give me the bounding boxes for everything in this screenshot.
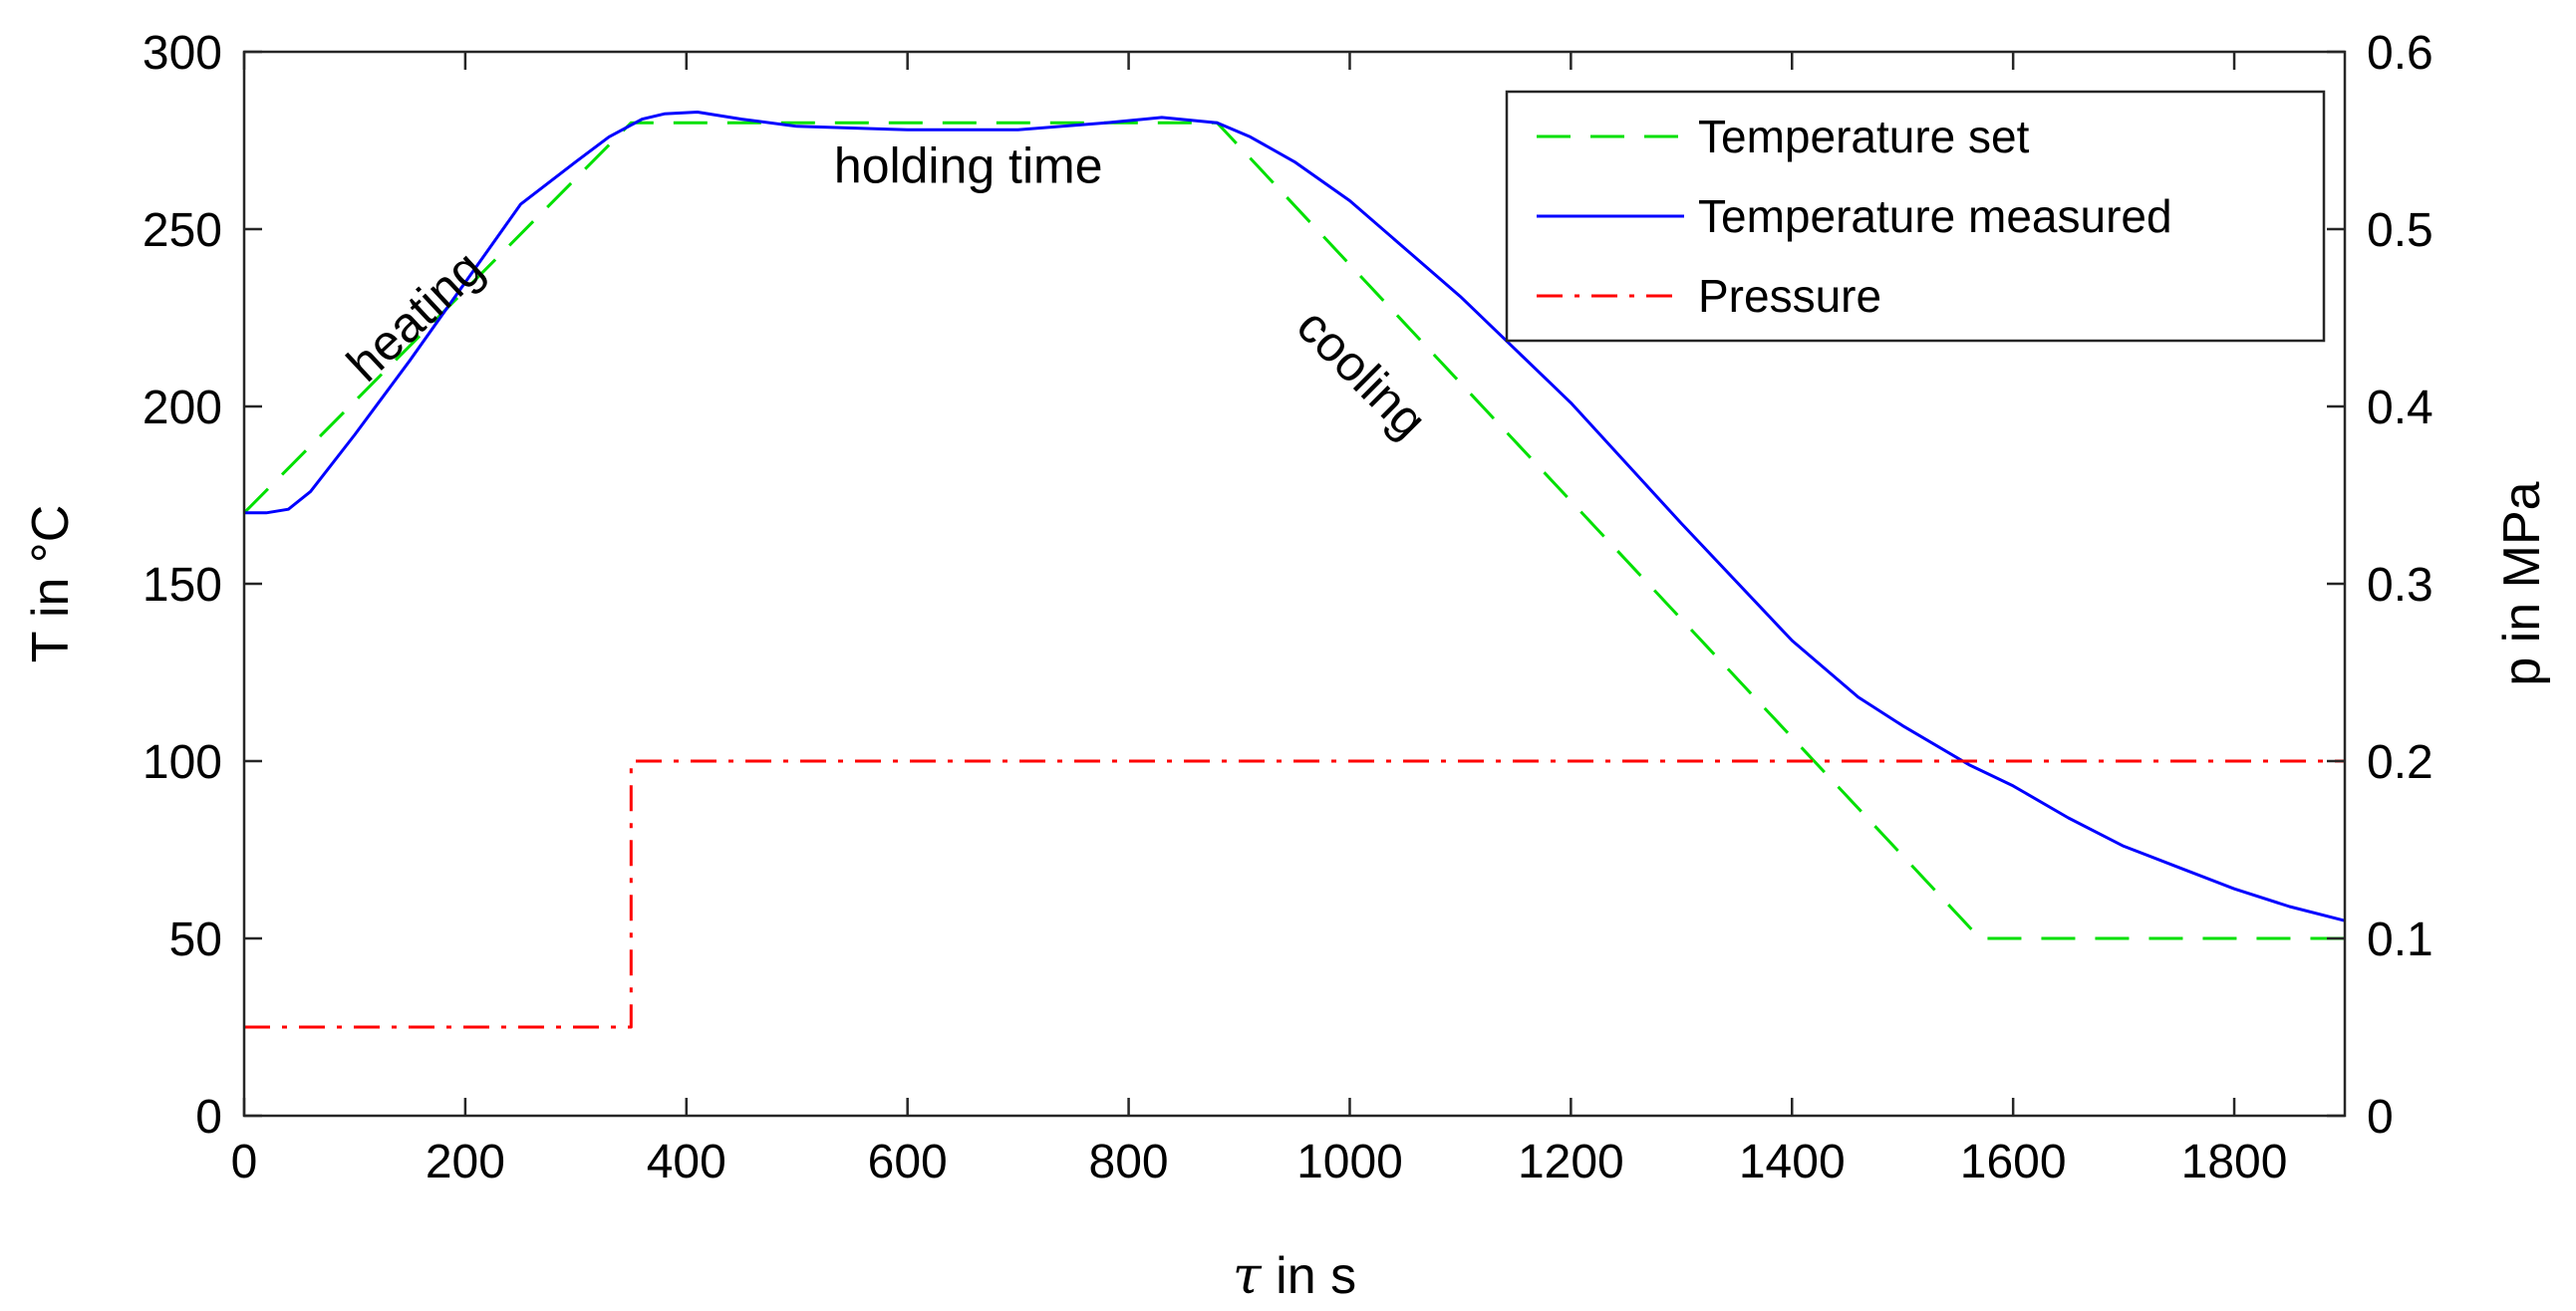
y-left-tick-label: 50 xyxy=(169,914,222,966)
y-right-axis-label: p in MPa xyxy=(2493,481,2551,685)
legend-entry-label: Temperature measured xyxy=(1698,190,2172,242)
x-tick-label: 1200 xyxy=(1518,1136,1624,1188)
y-left-tick-label: 150 xyxy=(143,559,222,612)
y-left-tick-label: 300 xyxy=(143,27,222,80)
legend-entry-label: Pressure xyxy=(1698,270,1881,322)
x-tick-label: 1800 xyxy=(2181,1136,2288,1188)
y-left-tick-label: 100 xyxy=(143,736,222,789)
y-right-tick-label: 0 xyxy=(2367,1091,2394,1144)
legend-entry-label: Temperature set xyxy=(1698,111,2030,162)
series-line-temperature-measured xyxy=(244,111,2346,922)
series-layer xyxy=(242,111,2346,1029)
x-axis-label-text: in s xyxy=(1262,1247,1356,1305)
y-left-tick-label: 200 xyxy=(143,382,222,434)
legend: Temperature set Temperature measured Press… xyxy=(1505,90,2326,343)
x-tick-label: 600 xyxy=(868,1136,948,1188)
x-axis-label-symbol: τ xyxy=(1233,1246,1263,1306)
x-tick-label: 1600 xyxy=(1960,1136,2067,1188)
annotation-holding-time: holding time xyxy=(834,138,1103,194)
y-right-tick-label: 0.6 xyxy=(2367,27,2433,80)
x-tick-label: 200 xyxy=(426,1136,505,1188)
y-left-axis-label: T in °C xyxy=(22,505,80,663)
x-tick-label: 1400 xyxy=(1739,1136,1846,1188)
x-tick-label: 800 xyxy=(1089,1136,1169,1188)
y-right-tick-label: 0.4 xyxy=(2367,382,2433,434)
y-right-tick-label: 0.3 xyxy=(2367,559,2433,612)
y-right-tick-label: 0.1 xyxy=(2367,914,2433,966)
y-left-tick-label: 250 xyxy=(143,204,222,257)
x-tick-label: 1000 xyxy=(1296,1136,1403,1188)
x-tick-label: 400 xyxy=(647,1136,726,1188)
axes-layer: 0 200 400 600 800 1000 1200 1400 1600 1800 0 50 100 1… xyxy=(22,27,2551,1306)
y-right-tick-label: 0.5 xyxy=(2367,204,2433,257)
y-right-tick-label: 0.2 xyxy=(2367,736,2433,789)
x-tick-label: 0 xyxy=(231,1136,258,1188)
x-axis-label: τ in s xyxy=(1233,1246,1356,1306)
y-left-tick-label: 0 xyxy=(195,1091,222,1144)
